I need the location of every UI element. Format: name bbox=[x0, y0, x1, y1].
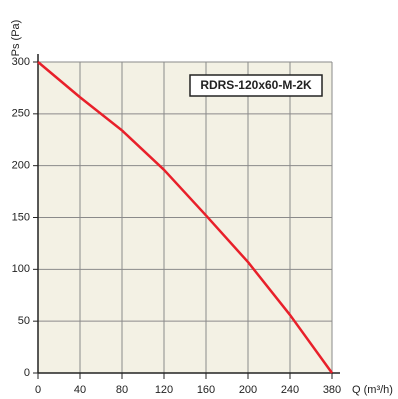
y-axis-label: Ps (Pa) bbox=[10, 20, 22, 57]
x-tick-label: 40 bbox=[74, 384, 86, 396]
x-axis-label: Q (m³/h) bbox=[352, 384, 393, 396]
x-tick-label: 120 bbox=[155, 384, 173, 396]
y-tick-label: 250 bbox=[12, 108, 30, 120]
x-tick-label: 200 bbox=[239, 384, 257, 396]
y-tick-label: 200 bbox=[12, 160, 30, 172]
x-tick-label: 160 bbox=[197, 384, 215, 396]
curve bbox=[37, 61, 334, 374]
x-tick-label: 80 bbox=[116, 384, 128, 396]
y-tick-label: 150 bbox=[12, 211, 30, 223]
y-tick-label: 300 bbox=[12, 56, 30, 68]
x-tick-label: 380 bbox=[323, 384, 341, 396]
y-tick-label: 0 bbox=[24, 367, 30, 379]
y-tick-label: 100 bbox=[12, 263, 30, 275]
y-tick-label: 50 bbox=[18, 315, 30, 327]
legend-title: RDRS-120x60-M-2K bbox=[200, 78, 312, 92]
legend-box bbox=[189, 74, 323, 97]
x-tick-label: 0 bbox=[35, 384, 41, 396]
x-tick-label: 240 bbox=[281, 384, 299, 396]
